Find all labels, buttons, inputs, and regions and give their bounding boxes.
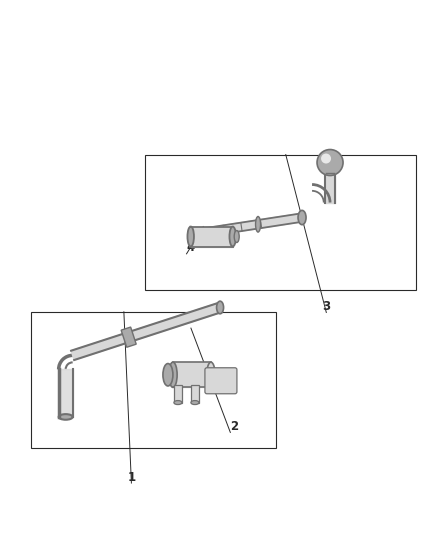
- Bar: [31, 312, 276, 448]
- Polygon shape: [204, 213, 303, 237]
- Text: 4: 4: [187, 241, 194, 254]
- Text: 2: 2: [230, 420, 238, 433]
- Ellipse shape: [230, 227, 236, 247]
- Ellipse shape: [234, 231, 239, 243]
- Ellipse shape: [216, 301, 223, 314]
- Text: 3: 3: [322, 300, 330, 313]
- Bar: [145, 155, 416, 290]
- Text: 1: 1: [127, 471, 135, 483]
- Ellipse shape: [298, 211, 306, 225]
- Ellipse shape: [163, 364, 173, 386]
- Circle shape: [321, 154, 331, 164]
- Ellipse shape: [59, 414, 73, 419]
- Ellipse shape: [255, 216, 261, 232]
- Polygon shape: [173, 362, 211, 387]
- Ellipse shape: [187, 227, 194, 247]
- Ellipse shape: [191, 401, 199, 405]
- Ellipse shape: [169, 362, 177, 387]
- Circle shape: [317, 150, 343, 175]
- Polygon shape: [71, 303, 222, 360]
- Ellipse shape: [174, 401, 182, 405]
- Bar: [191, 385, 199, 402]
- FancyBboxPatch shape: [205, 368, 237, 394]
- Bar: [174, 385, 182, 402]
- Polygon shape: [191, 227, 233, 247]
- Ellipse shape: [207, 362, 215, 387]
- Bar: [121, 327, 136, 348]
